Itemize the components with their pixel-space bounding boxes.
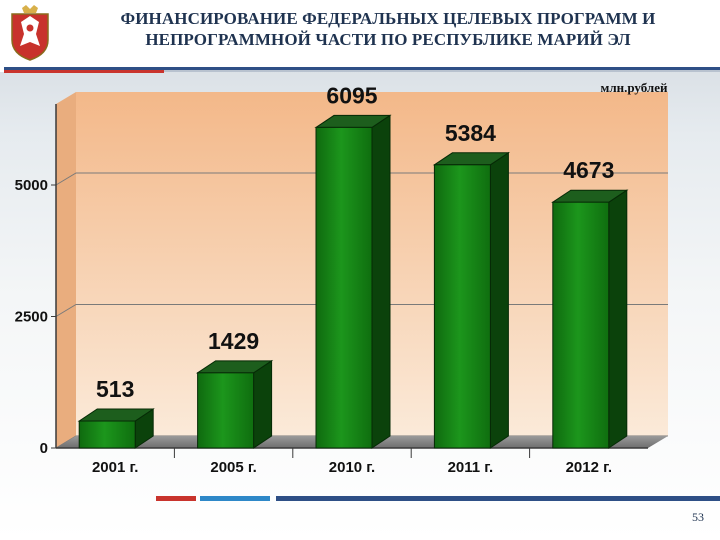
bar-side — [489, 151, 509, 449]
chart-side-wall — [56, 92, 76, 448]
bar — [315, 126, 373, 449]
bar-side — [608, 189, 628, 449]
x-tick-label: 2001 г. — [92, 459, 138, 476]
page-number: 53 — [692, 510, 704, 524]
bar-value-label: 6095 — [326, 82, 377, 108]
bar-chart: 0 2500 5000 млн.рублей 513 2001 г. 1429 2005 г.… — [15, 80, 668, 476]
bar — [78, 420, 136, 449]
y-tick-label: 5000 — [15, 177, 48, 194]
bar-value-label: 513 — [96, 376, 134, 402]
chart-container: 0 2500 5000 млн.рублей 513 2001 г. 1429 2005 г.… — [0, 72, 720, 492]
y-tick-label: 0 — [40, 440, 48, 457]
x-tick-label: 2011 г. — [448, 459, 494, 476]
x-tick-label: 2005 г. — [210, 459, 256, 476]
x-tick-label: 2010 г. — [329, 459, 375, 476]
bar — [552, 201, 610, 449]
header: ФИНАНСИРОВАНИЕ ФЕДЕРАЛЬНЫХ ЦЕЛЕВЫХ ПРОГР… — [0, 0, 720, 73]
page-title: ФИНАНСИРОВАНИЕ ФЕДЕРАЛЬНЫХ ЦЕЛЕВЫХ ПРОГР… — [120, 9, 656, 49]
bar — [433, 164, 491, 449]
bar-side — [253, 359, 273, 449]
bar-value-label: 4673 — [563, 157, 614, 183]
x-tick-label: 2012 г. — [566, 459, 612, 476]
unit-label: млн.рублей — [600, 80, 668, 95]
bar-side — [371, 114, 391, 449]
bar-value-label: 5384 — [445, 120, 496, 146]
footer-accent-blue — [200, 496, 270, 501]
footer-accent-navy — [276, 496, 720, 501]
footer-accent-red — [156, 496, 196, 501]
coat-of-arms-icon — [11, 5, 49, 61]
bar-value-label: 1429 — [208, 328, 259, 354]
header-accent-gray — [164, 70, 720, 72]
header-divider — [4, 67, 720, 70]
y-tick-label: 2500 — [15, 309, 48, 326]
header-accent-red — [4, 70, 164, 73]
bar — [197, 372, 255, 449]
